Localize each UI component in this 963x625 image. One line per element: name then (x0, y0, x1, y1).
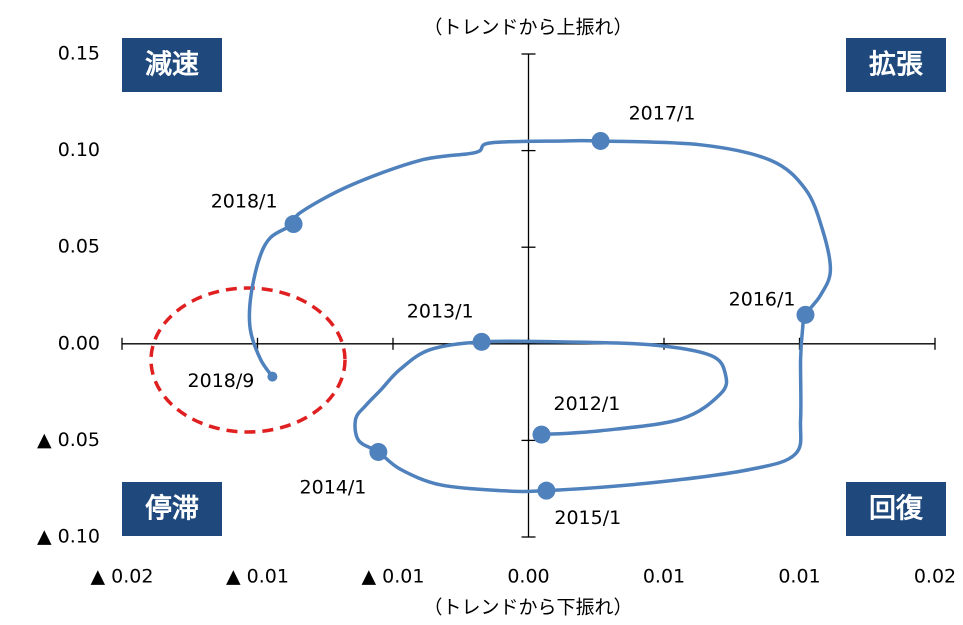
x-tick-label: ▲ 0.01 (226, 566, 289, 588)
point-label: 2014/1 (300, 476, 367, 498)
quadrant-label: 停滞 (145, 493, 199, 525)
point-label: 2017/1 (629, 102, 696, 124)
highlight-ellipse (149, 286, 347, 434)
quadrant-box (122, 482, 222, 536)
x-tick-label: 0.01 (643, 566, 685, 588)
quadrant-box (846, 38, 946, 92)
point-label: 2018/1 (211, 191, 278, 213)
y-tick-label: 0.05 (58, 236, 100, 258)
y-tick-label: 0.15 (58, 43, 100, 65)
y-tick-label: 0.00 (58, 332, 100, 354)
quadrant-label: 減速 (145, 50, 199, 81)
point-marker (472, 332, 491, 351)
point-label: 2012/1 (554, 393, 621, 415)
point-label: 2013/1 (407, 300, 474, 322)
point-marker (532, 425, 551, 444)
point-label: 2016/1 (729, 288, 796, 310)
x-tick-label: 0.02 (914, 566, 956, 588)
bottom-axis-label: （トレンドから下振れ） (423, 597, 632, 619)
point-label: 2018/9 (188, 370, 255, 392)
quadrant-box (122, 38, 222, 92)
quadrant-box (846, 482, 946, 536)
top-axis-label: （トレンドから上振れ） (423, 17, 632, 39)
point-label: 2015/1 (554, 507, 621, 529)
x-tick-label: 0.01 (778, 566, 820, 588)
cycle-line (247, 138, 833, 494)
y-tick-label: ▲ 0.10 (37, 526, 100, 548)
point-marker (284, 215, 303, 234)
x-tick-label: ▲ 0.02 (91, 566, 154, 588)
y-tick-label: 0.10 (58, 139, 100, 161)
point-marker (369, 442, 388, 461)
point-marker (267, 371, 278, 382)
quadrant-label: 拡張 (869, 50, 924, 81)
point-marker (537, 481, 556, 500)
point-marker (796, 305, 815, 324)
point-marker (591, 131, 610, 150)
quadrant-label: 回復 (869, 493, 924, 525)
x-tick-label: 0.00 (507, 566, 549, 588)
y-tick-label: ▲ 0.05 (37, 429, 100, 451)
x-tick-label: ▲ 0.01 (362, 566, 425, 588)
